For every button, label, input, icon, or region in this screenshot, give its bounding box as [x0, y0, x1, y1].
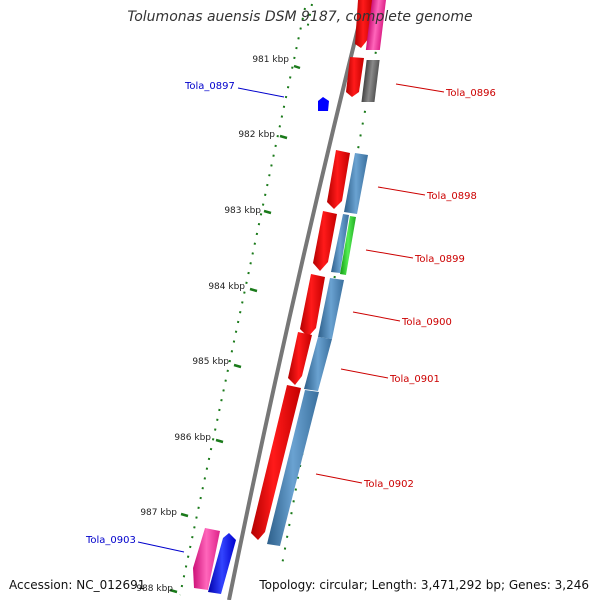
scale-tick-981: [293, 64, 301, 70]
gene-tola-0899-green-block: [340, 216, 356, 275]
gene-tola-0899-blue-block: [331, 214, 349, 273]
gene-label-tola-0897: Tola_0897: [184, 81, 235, 92]
scale-label-987: 987 kbp: [140, 508, 177, 518]
leader-tola-0896: [395, 83, 445, 93]
gene-tola-0903-blue-arrow: [208, 533, 236, 594]
leader-tola-0899: [365, 249, 414, 259]
gene-tola-0897-arrow: [318, 97, 329, 111]
scale-tick-985: [233, 363, 242, 369]
scale-label-986: 986 kbp: [174, 433, 211, 443]
scale-tick-987: [180, 512, 189, 518]
gene-tola-0902-blue-block: [267, 390, 319, 546]
scale-label-985: 985 kbp: [192, 357, 229, 367]
gene-tola-0901-blue-block: [304, 337, 332, 391]
gene-label-tola-0896: Tola_0896: [445, 88, 496, 99]
gene-label-tola-0900: Tola_0900: [401, 317, 452, 328]
gene-tola-0896-gray-block: [361, 60, 380, 102]
gene-tola-0895-pink-block: [365, 0, 386, 50]
genome-summary-text: Topology: circular; Length: 3,471,292 bp…: [259, 578, 589, 592]
scale-label-988: 988 kbp: [136, 584, 173, 594]
scale-label-983: 983 kbp: [224, 206, 261, 216]
scale-tick-986: [215, 438, 224, 444]
feature-dot-track: [281, 39, 379, 566]
gene-tola-0902-arrow: [251, 385, 301, 540]
gene-labels: Tola_0896 Tola_0897 Tola_0898 Tola_0899 …: [85, 81, 496, 553]
map-title: Tolumonas auensis DSM 9187, complete gen…: [127, 9, 473, 25]
leader-tola-0901: [340, 368, 389, 379]
scale-axis: 981 kbp 982 kbp 983 kbp 984 kbp 985 kbp …: [136, 55, 301, 594]
gene-tola-0900-arrow: [300, 274, 325, 337]
gene-features: [193, 0, 386, 594]
scale-label-981: 981 kbp: [252, 55, 289, 65]
gene-label-tola-0902: Tola_0902: [363, 479, 414, 490]
leader-tola-0897: [237, 87, 285, 98]
scale-dots: [179, 7, 306, 596]
scale-tick-984: [249, 287, 258, 293]
gene-tola-0899-arrow: [313, 211, 337, 271]
leader-tola-0898: [377, 186, 426, 196]
gene-tola-0903-pink-arrow: [193, 528, 220, 590]
leader-tola-0902: [315, 473, 363, 484]
gene-tola-0901-arrow: [288, 332, 312, 385]
scale-dot-track: [179, 7, 306, 596]
scale-tick-988: [169, 588, 178, 594]
scale-tick-983: [263, 209, 272, 215]
leader-tola-0900: [352, 311, 401, 322]
gene-tola-0898-blue-block: [344, 153, 368, 214]
scale-label-982: 982 kbp: [238, 130, 275, 140]
genome-backbone: [227, 3, 366, 601]
gene-tola-0896-arrow: [346, 57, 364, 97]
gene-tola-0898-arrow: [327, 150, 350, 209]
gene-label-tola-0903: Tola_0903: [85, 535, 136, 546]
gene-label-tola-0899: Tola_0899: [414, 254, 465, 265]
leader-tola-0903: [137, 541, 185, 553]
gene-label-tola-0898: Tola_0898: [426, 191, 477, 202]
scale-label-984: 984 kbp: [208, 282, 245, 292]
gene-label-tola-0901: Tola_0901: [389, 374, 440, 385]
scale-tick-982: [279, 134, 288, 140]
gene-tola-0900-blue-block: [318, 278, 344, 339]
accession-text: Accession: NC_012691: [9, 578, 146, 592]
